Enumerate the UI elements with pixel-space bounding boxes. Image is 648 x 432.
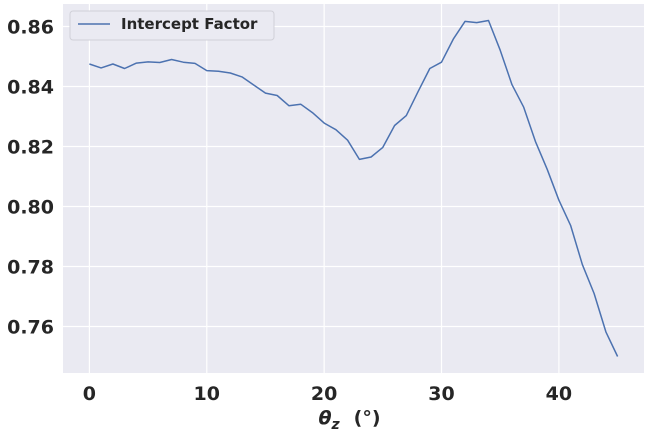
data-point: [499, 49, 501, 51]
data-point: [288, 105, 290, 107]
data-point: [123, 67, 125, 69]
data-point: [159, 61, 161, 63]
data-point: [511, 84, 513, 86]
legend: Intercept Factor: [69, 10, 275, 41]
x-tick-label: 30: [428, 383, 454, 405]
data-point: [135, 62, 137, 64]
data-point: [452, 38, 454, 40]
data-point: [605, 331, 607, 333]
data-point: [581, 264, 583, 266]
y-tick-label: 0.84: [7, 77, 54, 99]
y-tick-label: 0.76: [7, 317, 54, 339]
data-point: [206, 69, 208, 71]
x-tick-labels: 0 10 20 30 40: [83, 383, 572, 405]
data-point: [88, 63, 90, 65]
data-point: [593, 292, 595, 294]
data-point: [253, 84, 255, 86]
data-point: [464, 20, 466, 22]
data-point: [616, 355, 618, 357]
legend-box: [69, 10, 275, 41]
data-point: [323, 122, 325, 124]
data-point: [100, 67, 102, 69]
data-point: [276, 94, 278, 96]
x-tick-label: 0: [83, 383, 96, 405]
data-point: [405, 114, 407, 116]
data-point: [546, 168, 548, 170]
data-point: [417, 90, 419, 92]
x-axis-label: θz (°): [318, 407, 380, 432]
data-point: [487, 19, 489, 21]
x-axis-label-unit: (°): [354, 407, 381, 429]
data-point: [569, 224, 571, 226]
y-tick-labels: 0.76 0.78 0.80 0.82 0.84 0.86: [7, 17, 54, 339]
y-tick-label: 0.80: [7, 197, 54, 219]
data-point: [311, 111, 313, 113]
data-point: [335, 129, 337, 131]
legend-label-intercept-factor: Intercept Factor: [121, 15, 258, 33]
data-point: [147, 61, 149, 63]
data-point: [112, 63, 114, 65]
x-tick-label: 10: [194, 383, 220, 405]
data-point: [440, 61, 442, 63]
data-point: [558, 199, 560, 201]
y-tick-label: 0.82: [7, 137, 54, 159]
data-point: [194, 62, 196, 64]
data-point: [382, 146, 384, 148]
data-point: [393, 124, 395, 126]
data-point: [346, 139, 348, 141]
data-point: [241, 76, 243, 78]
x-tick-label: 40: [546, 383, 572, 405]
data-point: [217, 70, 219, 72]
data-point: [299, 103, 301, 105]
data-point: [429, 67, 431, 69]
data-point: [182, 61, 184, 63]
data-point: [264, 92, 266, 94]
series-group: [88, 19, 619, 357]
data-point: [370, 156, 372, 158]
y-tick-label: 0.78: [7, 257, 54, 279]
data-point: [229, 72, 231, 74]
x-tick-label: 20: [311, 383, 337, 405]
data-point: [522, 106, 524, 108]
plot-background: [63, 4, 644, 373]
y-tick-label: 0.86: [7, 17, 54, 39]
x-axis-label-symbol: θ: [318, 407, 331, 429]
series-line-intercept-factor: [89, 19, 619, 357]
data-point: [476, 21, 478, 23]
data-point: [534, 140, 536, 142]
data-point: [170, 58, 172, 60]
x-axis-label-subscript: z: [331, 417, 341, 432]
data-point: [358, 158, 360, 160]
